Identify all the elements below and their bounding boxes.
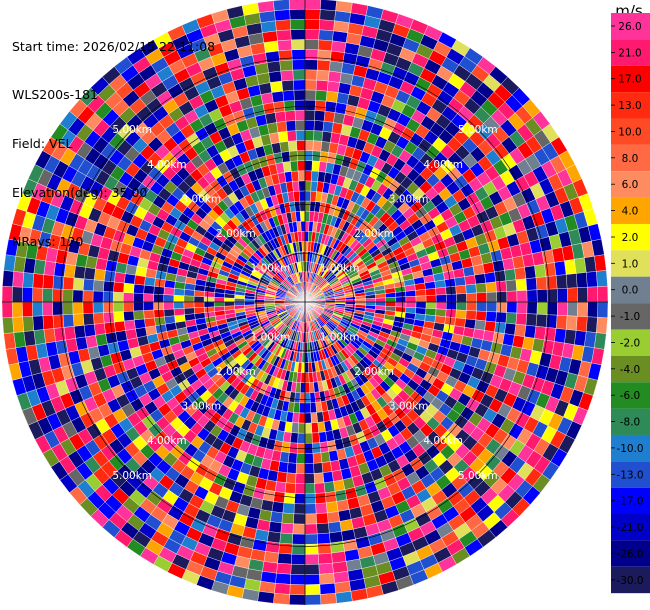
colorbar-tick-label: -1.0 bbox=[620, 311, 641, 323]
colorbar-tick-label: 2.0 bbox=[622, 232, 639, 244]
colorbar-tick-label: 13.0 bbox=[618, 100, 641, 112]
colorbar-tick-label: -30.0 bbox=[616, 575, 643, 587]
colorbar-tick-label: 10.0 bbox=[618, 127, 641, 139]
colorbar-tick-label: 26.0 bbox=[618, 21, 641, 33]
colorbar-tick-label: 0.0 bbox=[622, 285, 639, 297]
colorbar-tick-label: -21.0 bbox=[616, 522, 643, 534]
colorbar-tick-label: -10.0 bbox=[616, 443, 643, 455]
colorbar-tick-label: 4.0 bbox=[622, 206, 639, 218]
colorbar-tick-label: -6.0 bbox=[620, 390, 641, 402]
colorbar-tick-label: -4.0 bbox=[620, 364, 641, 376]
colorbar-tick-label: -17.0 bbox=[616, 496, 643, 508]
colorbar-tick-label: 1.0 bbox=[622, 258, 639, 270]
colorbar-tick-label: -2.0 bbox=[620, 337, 641, 349]
colorbar-tick-label: -13.0 bbox=[616, 469, 643, 481]
colorbar-tick-label: -8.0 bbox=[620, 417, 641, 429]
colorbar-tick-label: 6.0 bbox=[622, 179, 639, 191]
velocity-gates bbox=[1, 0, 609, 606]
colorbar-tick-label: 17.0 bbox=[618, 74, 641, 86]
colorbar-tick-label: 8.0 bbox=[622, 153, 639, 165]
colorbar-tick-label: -26.0 bbox=[616, 548, 643, 560]
colorbar-tick-label: 21.0 bbox=[618, 47, 641, 59]
